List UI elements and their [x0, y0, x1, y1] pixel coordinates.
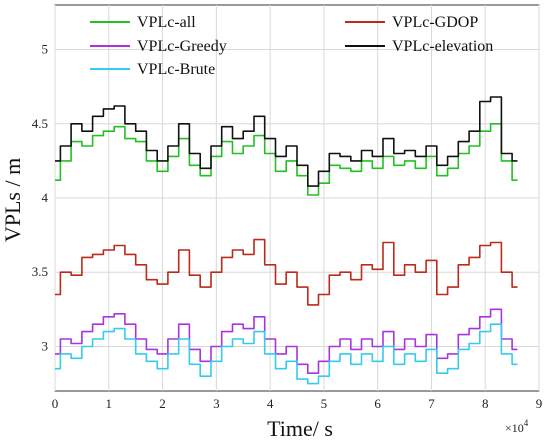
series-line-4 — [55, 96, 518, 187]
y-tick-label: 4 — [42, 190, 49, 205]
y-tick-label: 3.5 — [32, 264, 48, 279]
tick-labels: 0 1 2 3 4 5 6 7 8 9 3 3.5 4 4.5 5 — [32, 42, 543, 411]
x-tick-label: 8 — [482, 396, 489, 411]
series-line-3 — [55, 238, 518, 306]
x-tick-label: 2 — [159, 396, 166, 411]
legend-label: VPLc-Brute — [137, 61, 215, 78]
y-tick-label: 4.5 — [32, 116, 48, 131]
y-tick-label: 3 — [42, 338, 49, 353]
series-line-2 — [55, 323, 518, 385]
y-tick-label: 5 — [42, 42, 49, 57]
x-exponent-power: 4 — [524, 418, 529, 428]
x-exponent-base: ×10 — [505, 421, 524, 435]
x-tick-label: 5 — [321, 396, 328, 411]
legend: VPLc-all VPLc-Greedy VPLc-Brute VPLc-GDOP VP… — [90, 14, 493, 78]
y-axis-title: VPLs / m — [0, 158, 25, 242]
series-group — [55, 96, 518, 385]
x-tick-label: 3 — [213, 396, 220, 411]
legend-label: VPLc-Greedy — [137, 38, 227, 55]
legend-label: VPLc-GDOP — [392, 14, 478, 31]
x-tick-label: 9 — [536, 396, 543, 411]
x-tick-label: 1 — [106, 396, 113, 411]
series-line-0 — [55, 123, 518, 196]
x-exponent-label: ×104 — [505, 418, 529, 435]
x-axis-title: Time/ s — [267, 416, 333, 441]
series-line-1 — [55, 308, 518, 374]
legend-label: VPLc-all — [137, 14, 196, 31]
x-tick-label: 7 — [428, 396, 435, 411]
x-tick-label: 0 — [52, 396, 59, 411]
x-tick-label: 4 — [267, 396, 274, 411]
legend-label: VPLc-elevation — [392, 38, 493, 55]
x-tick-label: 6 — [374, 396, 381, 411]
